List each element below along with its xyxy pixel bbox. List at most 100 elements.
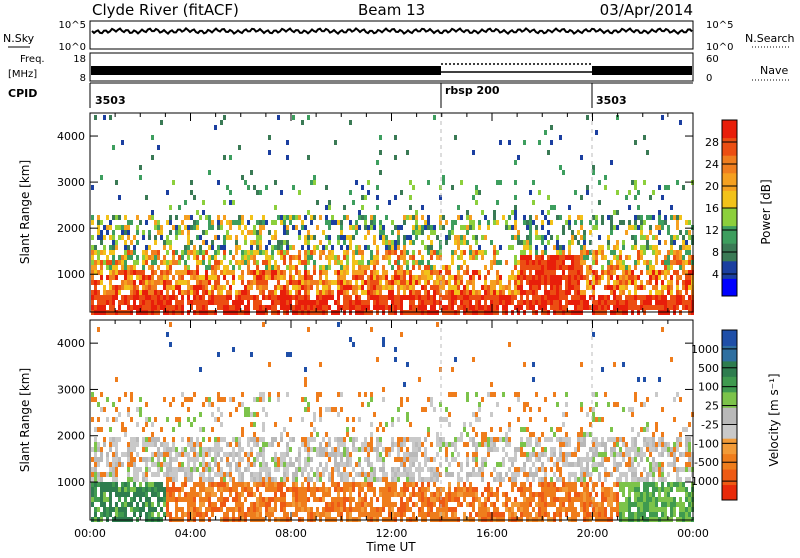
heatmap-cell bbox=[118, 487, 121, 492]
heatmap-cell bbox=[538, 437, 541, 442]
heatmap-cell bbox=[259, 235, 262, 240]
heatmap-cell bbox=[442, 225, 445, 230]
heatmap-cell bbox=[508, 407, 511, 412]
heatmap-cell bbox=[214, 295, 217, 300]
heatmap-cell bbox=[394, 487, 397, 492]
heatmap-cell bbox=[247, 265, 250, 270]
heatmap-cell bbox=[424, 280, 427, 285]
heatmap-cell bbox=[370, 472, 373, 477]
heatmap-cell bbox=[121, 462, 124, 467]
heatmap-cell bbox=[115, 295, 118, 300]
heatmap-cell bbox=[550, 285, 553, 290]
heatmap-cell bbox=[226, 305, 229, 310]
heatmap-cell bbox=[400, 300, 403, 305]
heatmap-cell bbox=[262, 482, 265, 487]
heatmap-cell bbox=[187, 462, 190, 467]
heatmap-cell bbox=[178, 280, 181, 285]
heatmap-cell bbox=[220, 437, 223, 442]
heatmap-cell bbox=[166, 487, 169, 492]
heatmap-cell bbox=[457, 285, 460, 290]
heatmap-cell bbox=[145, 260, 148, 265]
heatmap-cell bbox=[244, 225, 247, 230]
heatmap-cell bbox=[430, 305, 433, 310]
heatmap-cell bbox=[544, 477, 547, 482]
heatmap-cell bbox=[325, 462, 328, 467]
heatmap-cell bbox=[157, 482, 160, 487]
heatmap-cell bbox=[661, 290, 664, 295]
heatmap-cell bbox=[616, 225, 619, 230]
heatmap-cell bbox=[343, 235, 346, 240]
heatmap-cell bbox=[265, 265, 268, 270]
heatmap-cell bbox=[403, 502, 406, 507]
heatmap-cell bbox=[220, 225, 223, 230]
heatmap-cell bbox=[349, 337, 352, 342]
heatmap-cell bbox=[616, 280, 619, 285]
heatmap-cell bbox=[367, 190, 370, 195]
heatmap-cell bbox=[292, 295, 295, 300]
heatmap-cell bbox=[118, 462, 121, 467]
heatmap-cell bbox=[214, 507, 217, 512]
heatmap-cell bbox=[157, 305, 160, 310]
heatmap-cell bbox=[529, 275, 532, 280]
heatmap-cell bbox=[481, 507, 484, 512]
heatmap-cell bbox=[100, 260, 103, 265]
heatmap-cell bbox=[124, 260, 127, 265]
freq-bar-segment-3 bbox=[592, 66, 692, 75]
heatmap-cell bbox=[460, 467, 463, 472]
heatmap-cell bbox=[112, 300, 115, 305]
heatmap-cell bbox=[433, 477, 436, 482]
heatmap-cell bbox=[568, 487, 571, 492]
heatmap-cell bbox=[154, 492, 157, 497]
heatmap-cell bbox=[352, 487, 355, 492]
heatmap-cell bbox=[181, 497, 184, 502]
heatmap-cell bbox=[673, 260, 676, 265]
heatmap-cell bbox=[136, 452, 139, 457]
heatmap-cell bbox=[238, 482, 241, 487]
heatmap-cell bbox=[412, 492, 415, 497]
heatmap-cell bbox=[463, 270, 466, 275]
heatmap-cell bbox=[421, 215, 424, 220]
heatmap-cell bbox=[532, 447, 535, 452]
heatmap-cell bbox=[298, 190, 301, 195]
heatmap-cell bbox=[382, 275, 385, 280]
heatmap-cell bbox=[463, 290, 466, 295]
heatmap-cell bbox=[484, 432, 487, 437]
heatmap-cell bbox=[484, 235, 487, 240]
heatmap-cell bbox=[373, 240, 376, 245]
heatmap-cell bbox=[169, 512, 172, 517]
heatmap-cell bbox=[445, 240, 448, 245]
heatmap-cell bbox=[397, 245, 400, 250]
heatmap-cell bbox=[316, 285, 319, 290]
heatmap-cell bbox=[115, 377, 118, 382]
heatmap-cell bbox=[493, 392, 496, 397]
heatmap-cell bbox=[214, 285, 217, 290]
heatmap-cell bbox=[343, 467, 346, 472]
heatmap-cell bbox=[466, 472, 469, 477]
heatmap-cell bbox=[172, 492, 175, 497]
heatmap-cell bbox=[274, 180, 277, 185]
heatmap-cell bbox=[571, 280, 574, 285]
heatmap-cell bbox=[313, 512, 316, 517]
heatmap-cell bbox=[226, 482, 229, 487]
heatmap-cell bbox=[253, 432, 256, 437]
heatmap-cell bbox=[130, 240, 133, 245]
heatmap-cell bbox=[583, 467, 586, 472]
heatmap-cell bbox=[298, 295, 301, 300]
heatmap-cell bbox=[661, 260, 664, 265]
heatmap-cell bbox=[283, 220, 286, 225]
heatmap-cell bbox=[196, 305, 199, 310]
heatmap-cell bbox=[514, 160, 517, 165]
heatmap-cell bbox=[577, 240, 580, 245]
heatmap-cell bbox=[481, 255, 484, 260]
heatmap-cell bbox=[145, 442, 148, 447]
heatmap-cell bbox=[379, 225, 382, 230]
heatmap-cell bbox=[166, 332, 169, 337]
heatmap-cell bbox=[484, 250, 487, 255]
heatmap-cell bbox=[103, 407, 106, 412]
heatmap-cell bbox=[535, 235, 538, 240]
heatmap-cell bbox=[256, 305, 259, 310]
heatmap-cell bbox=[304, 407, 307, 412]
heatmap-cell bbox=[412, 487, 415, 492]
heatmap-cell bbox=[220, 472, 223, 477]
heatmap-cell bbox=[553, 492, 556, 497]
